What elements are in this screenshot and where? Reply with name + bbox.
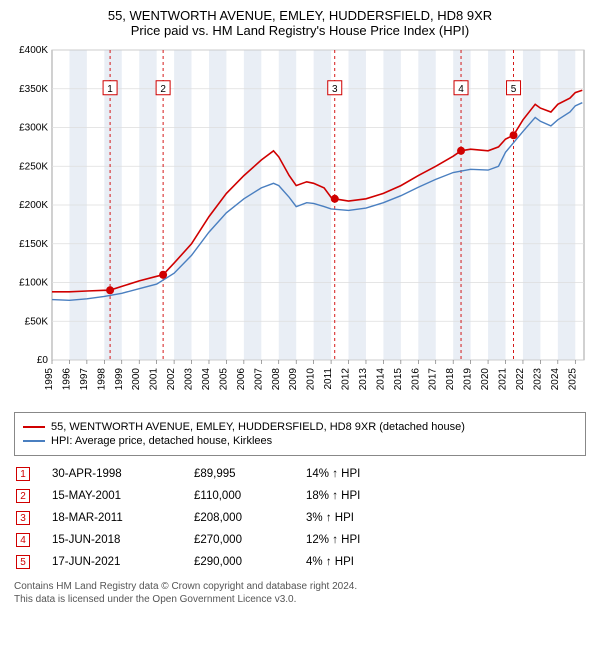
event-pct: 12% ↑ HPI: [306, 530, 368, 550]
event-pct: 4% ↑ HPI: [306, 552, 368, 572]
x-tick-label: 1999: [114, 368, 125, 391]
event-row: 1 30-APR-1998£89,99514% ↑ HPI: [16, 464, 368, 484]
legend-row: 55, WENTWORTH AVENUE, EMLEY, HUDDERSFIEL…: [23, 421, 577, 433]
x-tick-label: 2009: [288, 368, 299, 391]
x-tick-label: 2005: [218, 368, 229, 391]
footer-line1: Contains HM Land Registry data © Crown c…: [14, 580, 586, 593]
event-date: 18-MAR-2011: [52, 508, 192, 528]
y-tick-label: £250K: [19, 161, 48, 172]
event-marker-label: 5: [511, 84, 517, 95]
event-price: £290,000: [194, 552, 304, 572]
x-tick-label: 2025: [567, 368, 578, 391]
event-marker-label: 3: [332, 84, 338, 95]
legend-swatch: [23, 440, 45, 442]
legend-swatch: [23, 426, 45, 428]
event-date: 15-JUN-2018: [52, 530, 192, 550]
y-tick-label: £150K: [19, 239, 48, 250]
event-number: 3: [16, 511, 30, 525]
x-tick-label: 2019: [463, 368, 474, 391]
chart-container: £0 £50K £100K £150K £200K £250K £300K £350K £400…: [8, 44, 592, 404]
x-tick-label: 1998: [96, 368, 107, 391]
event-row: 4 15-JUN-2018£270,00012% ↑ HPI: [16, 530, 368, 550]
x-tick-label: 2003: [184, 368, 195, 391]
x-tick-label: 2020: [480, 368, 491, 391]
event-row: 5 17-JUN-2021£290,0004% ↑ HPI: [16, 552, 368, 572]
y-tick-label: £400K: [19, 45, 48, 56]
line-chart: £0 £50K £100K £150K £200K £250K £300K £350K £400…: [8, 44, 592, 404]
event-pct: 18% ↑ HPI: [306, 486, 368, 506]
x-tick-label: 2016: [410, 368, 421, 391]
title-line1: 55, WENTWORTH AVENUE, EMLEY, HUDDERSFIEL…: [8, 8, 592, 23]
x-tick-label: 2004: [201, 368, 212, 391]
x-tick-label: 2010: [306, 368, 317, 391]
event-number: 4: [16, 533, 30, 547]
sale-dot: [331, 195, 339, 203]
event-date: 17-JUN-2021: [52, 552, 192, 572]
x-tick-label: 2012: [341, 368, 352, 391]
legend-label: 55, WENTWORTH AVENUE, EMLEY, HUDDERSFIEL…: [51, 421, 465, 433]
x-tick-label: 2008: [271, 368, 282, 391]
event-price: £89,995: [194, 464, 304, 484]
x-tick-label: 2021: [498, 368, 509, 391]
event-row: 2 15-MAY-2001£110,00018% ↑ HPI: [16, 486, 368, 506]
x-tick-label: 2023: [532, 368, 543, 391]
sale-dot: [106, 286, 114, 294]
sale-dot: [510, 131, 518, 139]
event-date: 15-MAY-2001: [52, 486, 192, 506]
event-price: £270,000: [194, 530, 304, 550]
event-number: 2: [16, 489, 30, 503]
y-tick-label: £300K: [19, 123, 48, 134]
y-tick-label: £100K: [19, 278, 48, 289]
event-price: £208,000: [194, 508, 304, 528]
events-table: 1 30-APR-1998£89,99514% ↑ HPI 2 15-MAY-2001…: [14, 462, 370, 574]
footer-note: Contains HM Land Registry data © Crown c…: [14, 580, 586, 606]
x-tick-label: 2014: [375, 368, 386, 391]
event-row: 3 18-MAR-2011£208,0003% ↑ HPI: [16, 508, 368, 528]
event-price: £110,000: [194, 486, 304, 506]
y-tick-label: £50K: [25, 316, 49, 327]
x-tick-label: 2000: [131, 368, 142, 391]
event-pct: 14% ↑ HPI: [306, 464, 368, 484]
x-tick-label: 1995: [44, 368, 55, 391]
event-pct: 3% ↑ HPI: [306, 508, 368, 528]
x-tick-label: 1997: [79, 368, 90, 391]
x-tick-label: 2022: [515, 368, 526, 391]
x-tick-label: 2017: [428, 368, 439, 391]
event-number: 1: [16, 467, 30, 481]
sale-dot: [457, 147, 465, 155]
x-tick-label: 2011: [323, 368, 334, 390]
y-tick-label: £200K: [19, 200, 48, 211]
x-tick-label: 2006: [236, 368, 247, 391]
event-date: 30-APR-1998: [52, 464, 192, 484]
legend: 55, WENTWORTH AVENUE, EMLEY, HUDDERSFIEL…: [14, 412, 586, 456]
x-tick-label: 2015: [393, 368, 404, 391]
x-tick-label: 2001: [149, 368, 160, 391]
legend-label: HPI: Average price, detached house, Kirk…: [51, 435, 272, 447]
legend-row: HPI: Average price, detached house, Kirk…: [23, 435, 577, 447]
footer-line2: This data is licensed under the Open Gov…: [14, 593, 586, 606]
y-tick-label: £350K: [19, 84, 48, 95]
event-number: 5: [16, 555, 30, 569]
event-marker-label: 2: [160, 84, 166, 95]
y-tick-label: £0: [37, 355, 49, 366]
x-tick-label: 2013: [358, 368, 369, 391]
chart-title-block: 55, WENTWORTH AVENUE, EMLEY, HUDDERSFIEL…: [8, 8, 592, 38]
sale-dot: [159, 271, 167, 279]
event-marker-label: 4: [458, 84, 464, 95]
x-tick-label: 2018: [445, 368, 456, 391]
x-tick-label: 2002: [166, 368, 177, 391]
x-tick-label: 2007: [253, 368, 264, 391]
x-tick-label: 1996: [61, 368, 72, 391]
event-marker-label: 1: [107, 84, 113, 95]
title-line2: Price paid vs. HM Land Registry's House …: [8, 23, 592, 38]
x-tick-label: 2024: [550, 368, 561, 391]
